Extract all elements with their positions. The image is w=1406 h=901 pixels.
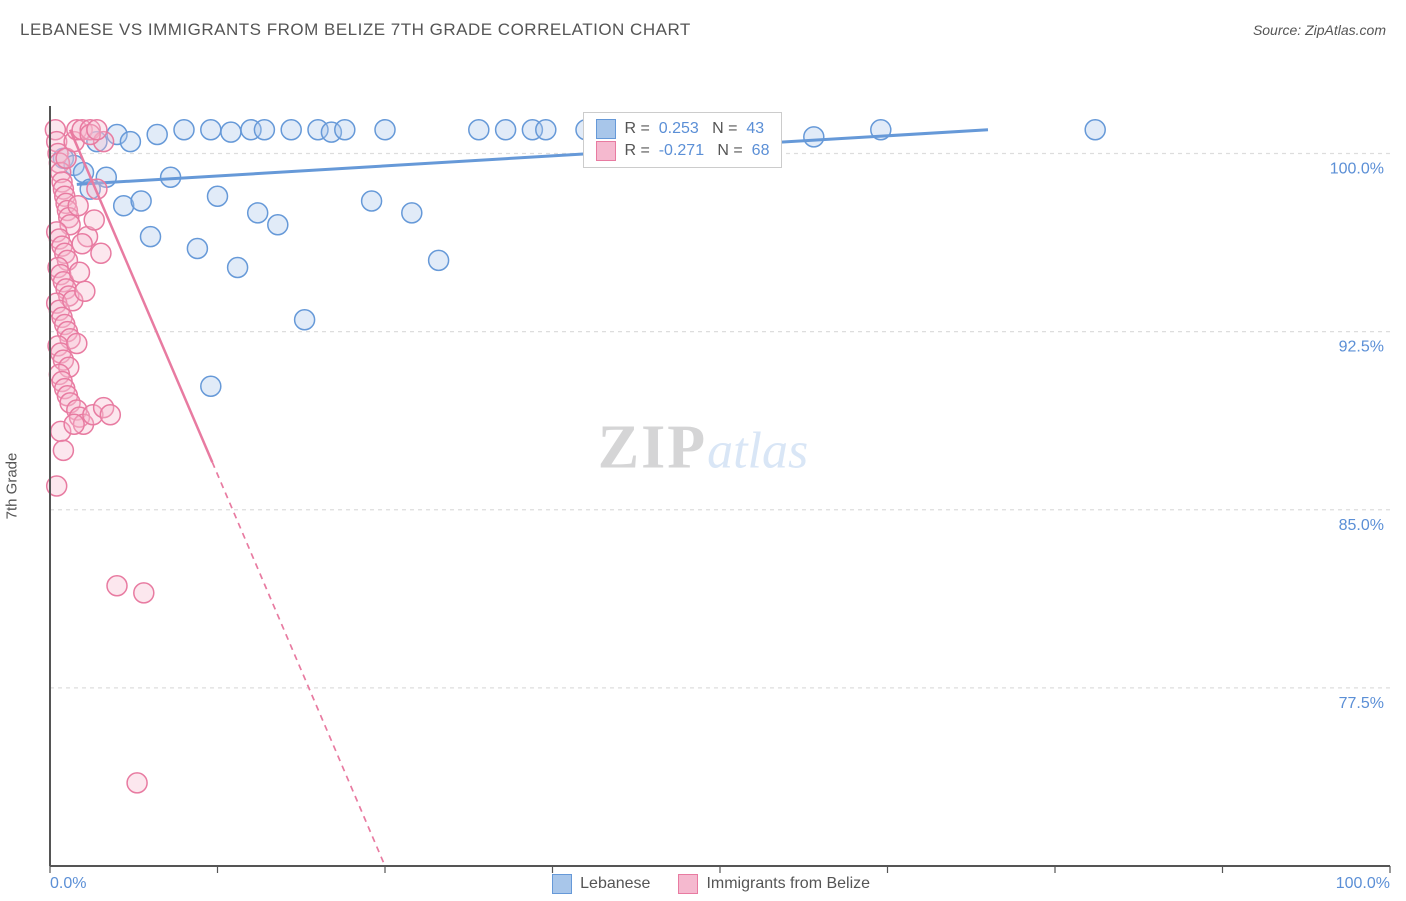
data-point (228, 258, 248, 278)
correlation-legend: R = 0.253 N = 43 R = -0.271 N = 68 (583, 112, 782, 168)
svg-text:92.5%: 92.5% (1339, 339, 1384, 356)
scatter-plot: 77.5% 85.0% 92.5% 100.0% (0, 50, 1406, 896)
data-point (69, 262, 89, 282)
chart-title: LEBANESE VS IMMIGRANTS FROM BELIZE 7TH G… (20, 20, 691, 40)
legend-item: Lebanese (552, 874, 650, 894)
legend-stats: R = 0.253 N = 43 (624, 120, 764, 138)
data-point (75, 281, 95, 301)
data-point (87, 120, 107, 140)
svg-text:85.0%: 85.0% (1339, 517, 1384, 534)
x-axis-max: 100.0% (1336, 875, 1390, 893)
data-point (221, 122, 241, 142)
data-point (141, 227, 161, 247)
data-point (248, 203, 268, 223)
data-point (375, 120, 395, 140)
data-point (131, 191, 151, 211)
data-point (201, 376, 221, 396)
data-point (268, 215, 288, 235)
chart-header: LEBANESE VS IMMIGRANTS FROM BELIZE 7TH G… (0, 0, 1406, 50)
data-point (147, 125, 167, 145)
data-point (127, 773, 147, 793)
legend-item: Immigrants from Belize (678, 874, 870, 894)
data-point (254, 120, 274, 140)
legend-swatch (596, 141, 616, 161)
svg-text:77.5%: 77.5% (1339, 695, 1384, 712)
legend-label: Immigrants from Belize (706, 875, 870, 893)
data-point (53, 440, 73, 460)
data-point (67, 334, 87, 354)
data-point (201, 120, 221, 140)
data-point (91, 243, 111, 263)
data-point (281, 120, 301, 140)
data-point (120, 132, 140, 152)
chart-area: 7th Grade 77.5%85.0%92.5%100.0% ZIPatlas… (0, 50, 1406, 896)
data-point (469, 120, 489, 140)
data-point (496, 120, 516, 140)
svg-text:100.0%: 100.0% (1330, 161, 1384, 178)
data-point (429, 250, 449, 270)
data-point (134, 583, 154, 603)
data-point (362, 191, 382, 211)
data-point (536, 120, 556, 140)
data-point (402, 203, 422, 223)
data-point (68, 196, 88, 216)
data-point (295, 310, 315, 330)
data-point (84, 210, 104, 230)
data-point (208, 186, 228, 206)
data-point (187, 239, 207, 259)
source-credit: Source: ZipAtlas.com (1253, 22, 1386, 38)
legend-label: Lebanese (580, 875, 650, 893)
data-point (335, 120, 355, 140)
series-legend: Lebanese Immigrants from Belize (86, 874, 1335, 894)
legend-stats: R = -0.271 N = 68 (624, 142, 769, 160)
legend-swatch (678, 874, 698, 894)
data-point (64, 414, 84, 434)
x-axis-min: 0.0% (50, 875, 86, 893)
data-point (87, 179, 107, 199)
legend-swatch (552, 874, 572, 894)
data-point (804, 127, 824, 147)
data-point (107, 576, 127, 596)
data-point (174, 120, 194, 140)
data-point (72, 234, 92, 254)
data-point (100, 405, 120, 425)
y-axis-label: 7th Grade (4, 453, 21, 520)
data-point (1085, 120, 1105, 140)
legend-swatch (596, 119, 616, 139)
x-axis-footer: 0.0% Lebanese Immigrants from Belize 100.… (50, 874, 1390, 894)
